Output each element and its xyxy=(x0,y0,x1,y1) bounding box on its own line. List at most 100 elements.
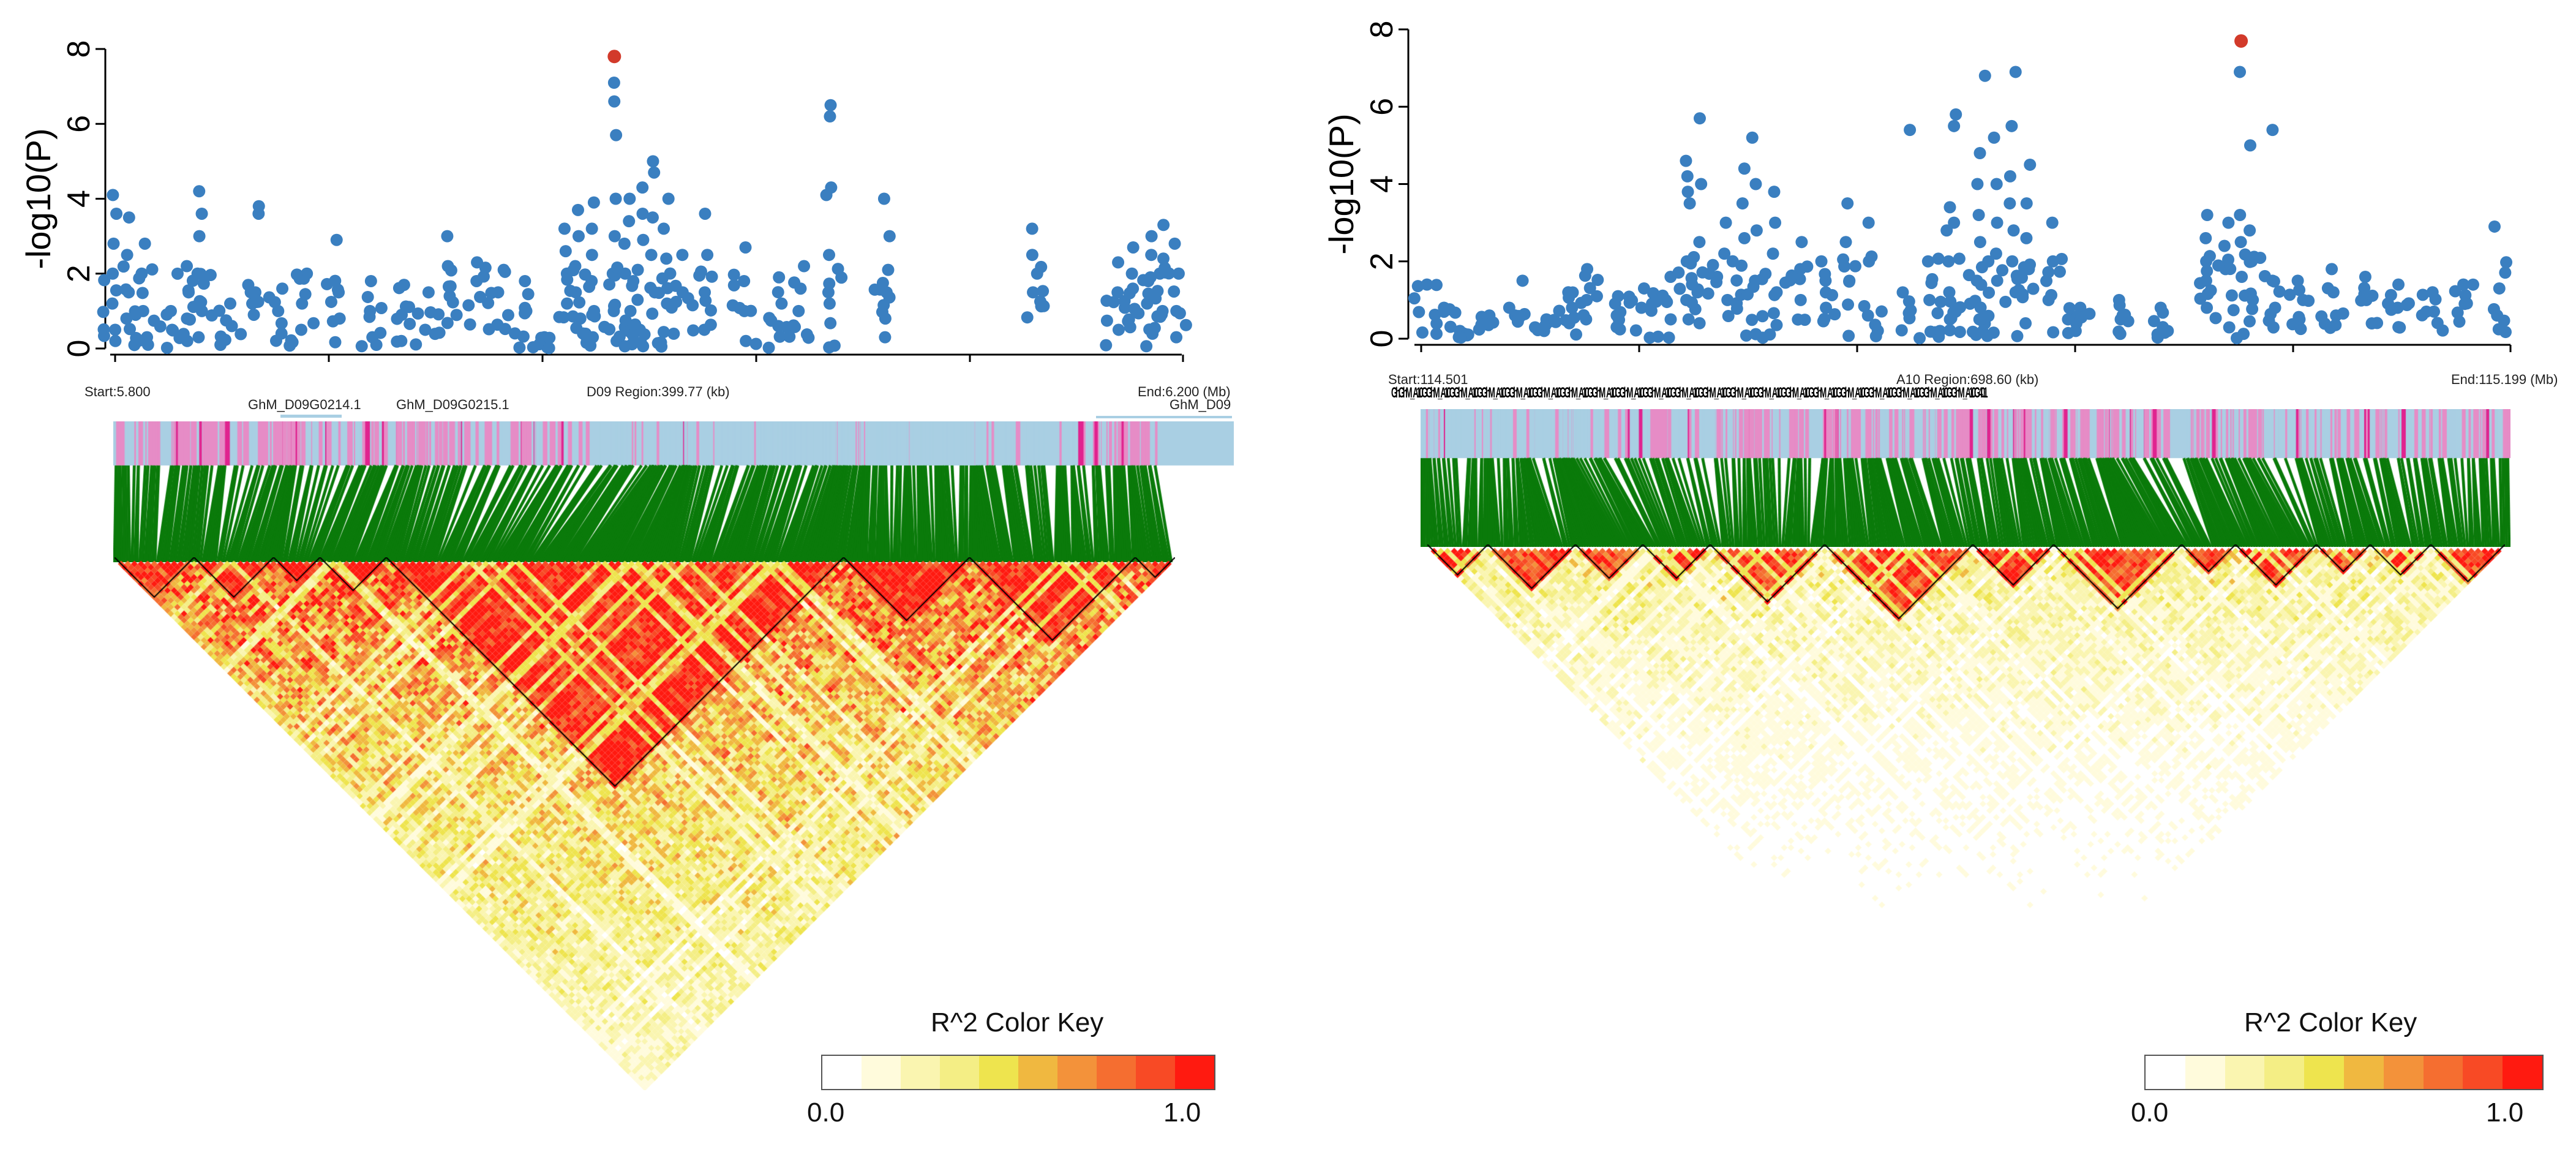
data-point xyxy=(1950,108,1962,121)
data-point xyxy=(291,268,303,281)
data-point xyxy=(1035,261,1047,273)
data-point xyxy=(882,264,894,276)
data-point xyxy=(1981,330,1994,342)
data-point xyxy=(1487,317,1500,329)
data-point xyxy=(1693,236,1705,248)
data-point xyxy=(1146,230,1158,243)
data-point xyxy=(137,287,149,299)
color-key-swatch xyxy=(1175,1056,1214,1089)
data-point xyxy=(1101,315,1113,327)
data-point xyxy=(391,313,403,325)
data-point xyxy=(579,268,591,281)
color-key-swatch xyxy=(2264,1056,2304,1089)
data-point xyxy=(133,272,145,284)
data-point xyxy=(2498,315,2510,327)
data-point xyxy=(2500,256,2512,268)
data-point xyxy=(1560,314,1572,326)
data-point xyxy=(2063,302,2076,314)
data-point xyxy=(1444,321,1457,333)
data-point xyxy=(687,324,699,336)
data-point xyxy=(287,336,299,348)
data-point xyxy=(193,230,206,243)
data-point xyxy=(2042,266,2054,278)
data-point xyxy=(1954,326,1966,338)
data-point xyxy=(667,328,680,340)
data-point xyxy=(193,185,205,197)
data-point xyxy=(699,208,711,220)
data-point xyxy=(2420,306,2433,318)
data-point xyxy=(1684,197,1696,209)
data-point xyxy=(1609,298,1621,310)
data-point xyxy=(513,342,525,354)
data-point xyxy=(801,328,813,341)
data-point xyxy=(1795,294,1807,306)
data-point xyxy=(1686,296,1698,309)
data-point xyxy=(1513,310,1525,322)
data-point xyxy=(2461,297,2473,309)
data-point xyxy=(1795,236,1808,248)
data-point xyxy=(1842,330,1855,342)
data-point xyxy=(2236,271,2248,283)
data-point xyxy=(247,287,259,299)
data-point xyxy=(2194,293,2206,305)
data-point xyxy=(1688,251,1700,263)
y-tick-label: 4 xyxy=(1364,175,1400,193)
data-point xyxy=(1973,209,1985,221)
data-point xyxy=(1934,296,1947,308)
data-point xyxy=(2254,252,2266,264)
right-color-key-title: R^2 Color Key xyxy=(2244,1007,2417,1038)
data-point xyxy=(627,275,639,287)
data-point xyxy=(110,208,122,220)
color-key-swatch xyxy=(2304,1056,2344,1089)
data-point xyxy=(588,197,600,209)
data-point xyxy=(588,310,601,322)
data-point xyxy=(2326,263,2338,275)
data-point xyxy=(2449,285,2461,297)
data-point xyxy=(1751,224,1763,236)
data-point xyxy=(220,314,232,326)
lead-snp-point xyxy=(607,50,621,63)
data-point xyxy=(1026,249,1038,261)
data-point xyxy=(362,291,374,303)
data-point xyxy=(447,296,459,309)
data-point xyxy=(1841,197,1853,209)
data-point xyxy=(2488,303,2500,315)
data-point xyxy=(2430,293,2442,306)
data-point xyxy=(1577,309,1590,322)
data-point xyxy=(2417,288,2429,301)
data-point xyxy=(586,222,598,235)
data-point xyxy=(1416,326,1429,339)
data-point xyxy=(1948,217,1960,229)
data-point xyxy=(519,275,531,287)
data-point xyxy=(1124,287,1136,299)
y-tick-label: 0 xyxy=(1364,330,1400,348)
data-point xyxy=(647,211,659,224)
data-point xyxy=(1786,269,1798,282)
data-point xyxy=(2024,258,2036,271)
data-point xyxy=(2266,124,2278,136)
data-point xyxy=(1174,307,1186,319)
data-point xyxy=(1680,155,1692,167)
data-point xyxy=(1412,280,1424,292)
data-point xyxy=(1037,285,1049,297)
data-point xyxy=(695,265,707,277)
lead-snp-point xyxy=(2234,34,2248,48)
data-point xyxy=(2021,197,2033,209)
data-point xyxy=(1455,331,1467,344)
data-point xyxy=(645,249,658,261)
data-point xyxy=(2223,322,2236,334)
data-point xyxy=(583,281,595,293)
data-point xyxy=(1923,294,1936,306)
data-point xyxy=(2218,240,2231,252)
data-point xyxy=(1842,298,1854,311)
data-point xyxy=(404,318,416,330)
data-point xyxy=(276,317,288,330)
data-point xyxy=(823,277,835,290)
data-point xyxy=(375,302,388,314)
y-axis-label: -log10(P) xyxy=(19,128,58,269)
data-point xyxy=(610,129,622,141)
data-point xyxy=(686,299,699,311)
data-point xyxy=(1408,292,1421,304)
data-point xyxy=(1112,256,1124,268)
data-point xyxy=(109,323,121,336)
